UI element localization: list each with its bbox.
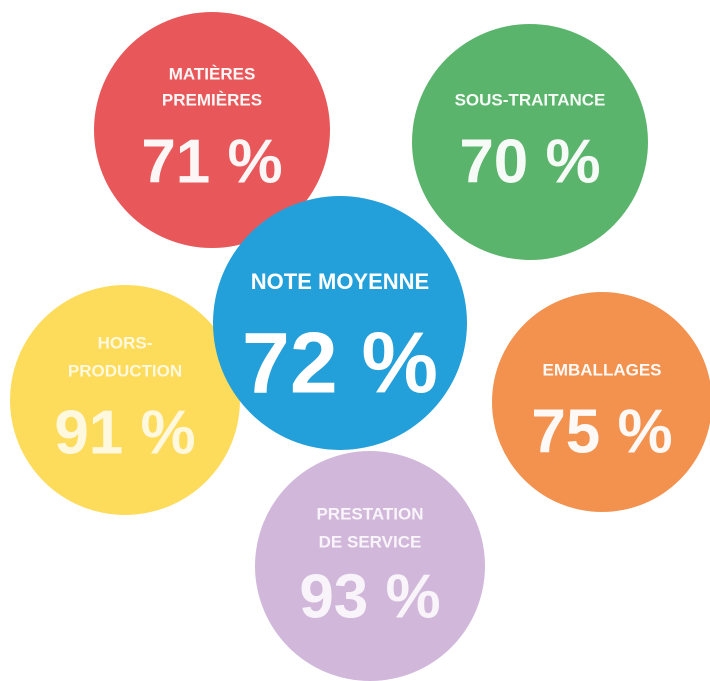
node-circle bbox=[10, 285, 240, 515]
node-label: PRODUCTION bbox=[68, 361, 182, 380]
node-circle bbox=[255, 451, 485, 681]
node-label: PREMIÈRES bbox=[162, 90, 262, 109]
center-value: 72 % bbox=[242, 316, 438, 412]
center-label: NOTE MOYENNE bbox=[251, 269, 429, 294]
node-label: DE SERVICE bbox=[319, 532, 422, 551]
node-value: 91 % bbox=[54, 398, 195, 467]
node-value: 93 % bbox=[299, 562, 440, 631]
node-label: HORS- bbox=[98, 333, 153, 352]
node-value: 71 % bbox=[141, 127, 282, 196]
node-circle bbox=[412, 24, 648, 260]
center-circle bbox=[213, 196, 467, 450]
node-value: 70 % bbox=[459, 127, 600, 196]
node-circle bbox=[94, 12, 330, 248]
node-label: EMBALLAGES bbox=[543, 360, 662, 379]
node-label: SOUS-TRAITANCE bbox=[455, 90, 606, 109]
node-label: MATIÈRES bbox=[169, 64, 256, 83]
node-value: 75 % bbox=[531, 397, 672, 466]
node-circle bbox=[492, 292, 710, 512]
node-label: PRESTATION bbox=[316, 504, 423, 523]
